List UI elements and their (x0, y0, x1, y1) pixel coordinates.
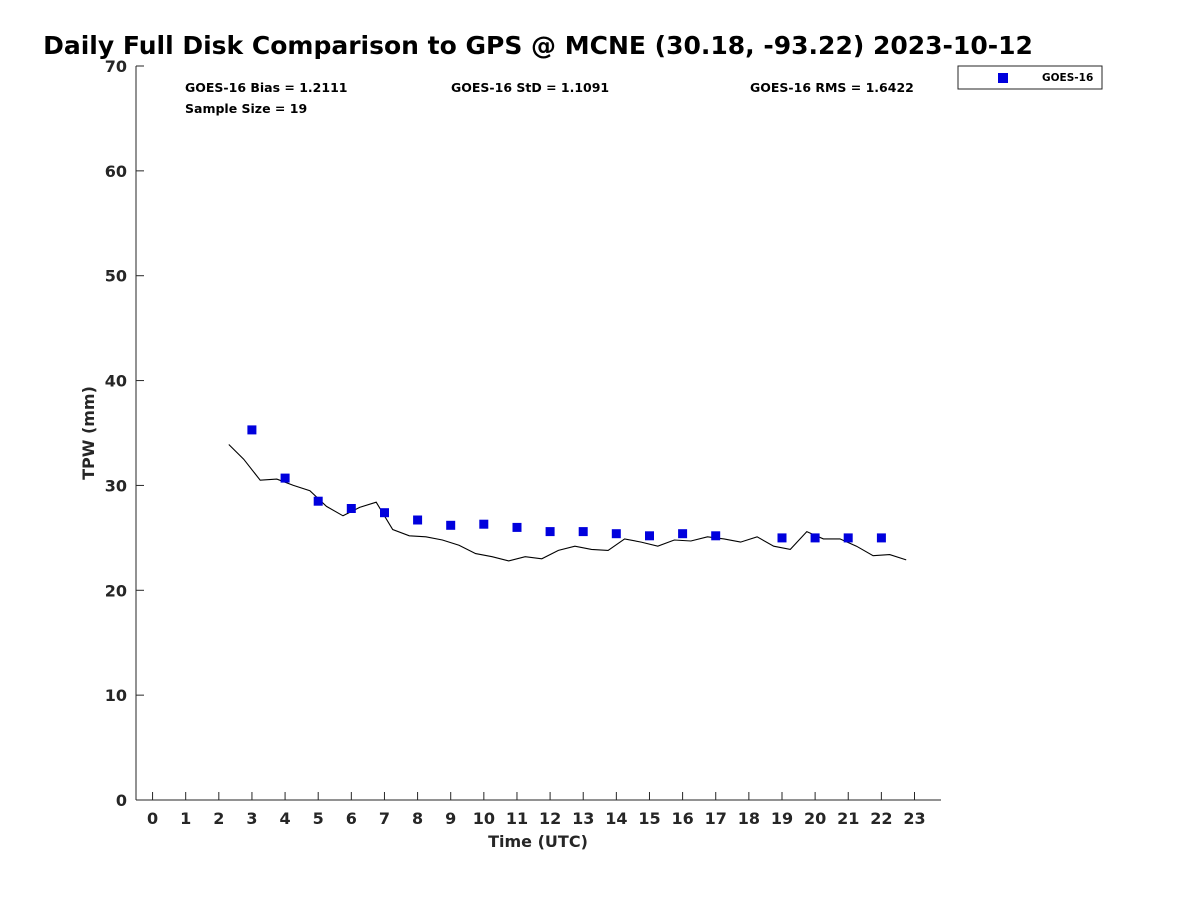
goes-point (512, 522, 522, 532)
x-tick-label: 11 (506, 809, 528, 828)
goes-point (777, 533, 787, 543)
x-tick-label: 5 (313, 809, 324, 828)
goes-point (876, 533, 886, 543)
legend-box (957, 65, 1103, 90)
x-tick-label: 10 (473, 809, 495, 828)
y-tick-label: 60 (105, 162, 127, 181)
x-tick-label: 4 (280, 809, 291, 828)
y-tick-label: 10 (105, 686, 127, 705)
y-tick-label: 50 (105, 267, 127, 286)
goes-point (843, 533, 853, 543)
x-tick-label: 8 (412, 809, 423, 828)
x-tick-label: 6 (346, 809, 357, 828)
goes-point (578, 527, 588, 537)
stat-std: GOES-16 StD = 1.1091 (451, 80, 609, 95)
x-tick-label: 17 (705, 809, 727, 828)
x-tick-label: 18 (738, 809, 760, 828)
goes-point (545, 527, 555, 537)
goes-point (711, 531, 721, 541)
legend-label: GOES-16 (1042, 72, 1093, 84)
x-axis-label: Time (UTC) (488, 832, 588, 851)
x-tick-label: 7 (379, 809, 390, 828)
x-tick-label: 12 (539, 809, 561, 828)
stat-bias: GOES-16 Bias = 1.2111 (185, 80, 347, 95)
goes-point (446, 520, 456, 530)
x-tick-label: 19 (771, 809, 793, 828)
goes-point (280, 473, 290, 483)
x-tick-label: 21 (837, 809, 859, 828)
goes-point (479, 519, 489, 529)
x-tick-label: 22 (870, 809, 892, 828)
legend-marker (998, 73, 1008, 83)
goes-point (380, 508, 389, 518)
goes-point (247, 425, 257, 435)
stat-sample-size: Sample Size = 19 (185, 101, 307, 116)
x-tick-label: 20 (804, 809, 826, 828)
x-tick-label: 2 (213, 809, 224, 828)
legend: GOES-16 (957, 65, 1103, 90)
chart-title: Daily Full Disk Comparison to GPS @ MCNE… (43, 31, 1033, 60)
goes-point (611, 529, 621, 539)
goes-point (678, 529, 688, 539)
x-tick-label: 23 (903, 809, 925, 828)
x-tick-label: 3 (246, 809, 257, 828)
x-tick-label: 9 (445, 809, 456, 828)
x-tick-label: 1 (180, 809, 191, 828)
y-axis-label: TPW (mm) (79, 386, 98, 480)
y-tick-label: 30 (105, 476, 127, 495)
gps-line (228, 444, 907, 562)
goes-point (810, 533, 820, 543)
goes-point (346, 504, 356, 513)
gps-series-line (228, 444, 907, 562)
stat-rms: GOES-16 RMS = 1.6422 (750, 80, 914, 95)
goes-point (413, 515, 423, 525)
y-tick-label: 0 (116, 791, 127, 810)
y-ticks: 0 10 20 30 40 50 60 70 (105, 57, 144, 810)
x-tick-label: 15 (638, 809, 660, 828)
x-tick-label: 16 (671, 809, 693, 828)
x-tick-label: 13 (572, 809, 594, 828)
y-tick-label: 20 (105, 581, 127, 600)
y-tick-label: 70 (105, 57, 127, 76)
x-tick-label: 14 (605, 809, 627, 828)
y-tick-label: 40 (105, 372, 127, 391)
x-tick-label: 0 (147, 809, 158, 828)
goes-point (645, 531, 654, 541)
x-ticks: 0 1 2 3 4 5 6 7 8 9 10 11 12 13 14 15 16 17 18 19 20 21 22 23 (147, 792, 926, 828)
goes-points (247, 425, 886, 543)
goes-point (313, 496, 323, 506)
